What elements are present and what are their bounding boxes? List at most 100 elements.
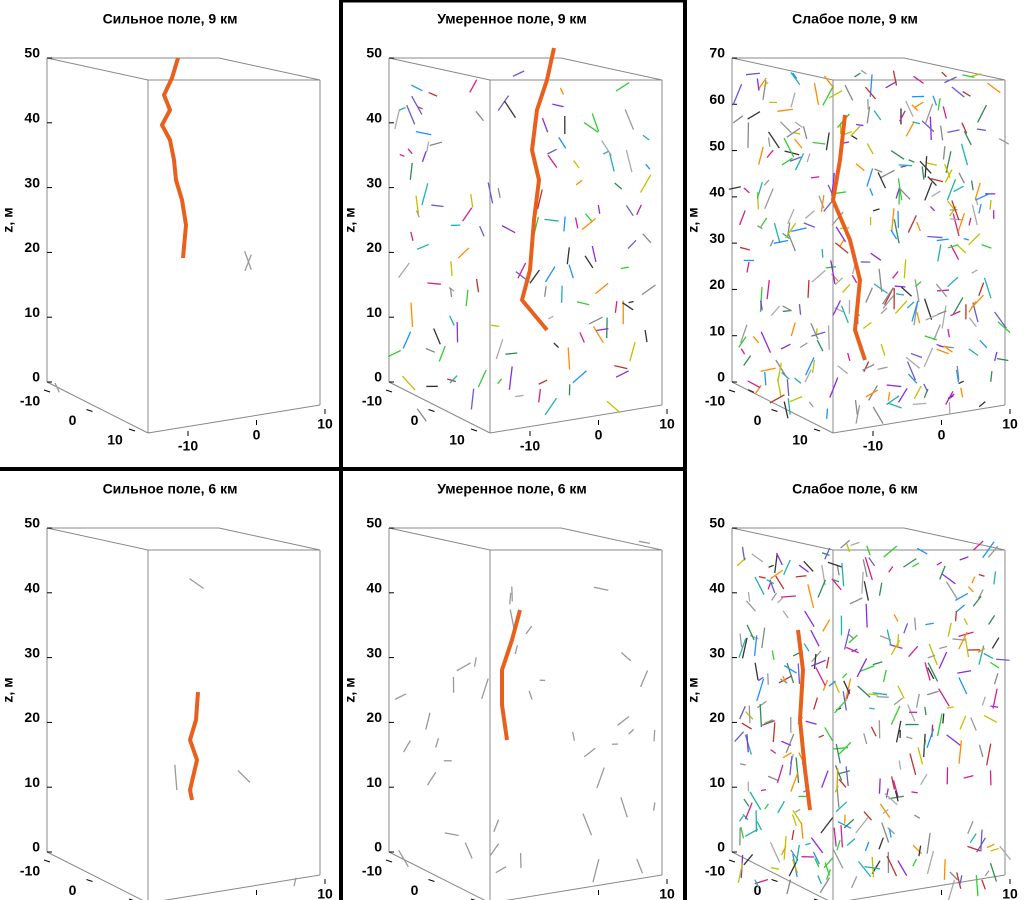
fracture-segment bbox=[817, 579, 826, 598]
fracture-segment bbox=[548, 315, 554, 320]
panels: Сильное поле, 9 км 0 10 20 30 40 50 z, м -10 0 10 -… bbox=[0, 11, 1018, 900]
box-edge bbox=[731, 57, 834, 81]
fracture-segment bbox=[990, 705, 999, 708]
fracture-segment bbox=[771, 592, 778, 601]
fracture-segment bbox=[850, 134, 858, 140]
z-axis-label: z, м bbox=[685, 677, 701, 702]
y-tick bbox=[470, 898, 476, 900]
fracture-segment bbox=[942, 713, 945, 724]
fracture-segment bbox=[949, 871, 959, 881]
main-fracture bbox=[796, 629, 812, 811]
y-tick-label: -10 bbox=[20, 393, 40, 409]
fracture-segment bbox=[953, 185, 964, 193]
fracture-segment bbox=[743, 355, 752, 366]
fracture-segment bbox=[872, 406, 884, 424]
fracture-segment bbox=[813, 653, 817, 670]
z-tick-label: 10 bbox=[709, 322, 725, 338]
fracture-segment bbox=[746, 733, 749, 753]
fracture-segment bbox=[923, 739, 927, 749]
fracture-segment bbox=[890, 150, 905, 160]
fracture-segment bbox=[585, 213, 593, 223]
fracture-segment bbox=[827, 561, 843, 568]
fracture-segment bbox=[825, 266, 837, 269]
fracture-segment bbox=[749, 791, 762, 811]
fracture-segment bbox=[916, 221, 921, 232]
fracture-segment bbox=[756, 821, 763, 831]
fracture-segment bbox=[823, 200, 833, 212]
fracture-segment bbox=[625, 149, 633, 173]
fracture-segment bbox=[879, 803, 891, 818]
z-axis-label: z, м bbox=[342, 207, 358, 232]
fracture-segment bbox=[777, 800, 785, 814]
fracture-segment bbox=[622, 302, 634, 311]
fracture-segment bbox=[938, 688, 950, 707]
fracture-segment bbox=[791, 859, 799, 874]
fracture-segment bbox=[568, 264, 574, 279]
box-edge bbox=[903, 527, 1006, 551]
fracture-segment bbox=[794, 138, 803, 149]
fracture-segment bbox=[642, 233, 652, 244]
fracture-segment bbox=[764, 188, 774, 210]
fracture-segment bbox=[894, 300, 908, 315]
fracture-segment bbox=[756, 191, 760, 210]
fracture-segment bbox=[833, 827, 837, 847]
fracture-segment bbox=[947, 393, 955, 400]
fracture-segment bbox=[804, 610, 815, 628]
fracture-segment bbox=[841, 562, 845, 587]
fracture-segment bbox=[881, 287, 894, 305]
fracture-segment bbox=[900, 286, 913, 297]
fracture-segment bbox=[933, 324, 941, 341]
fracture-segment bbox=[957, 244, 967, 254]
fracture-segment bbox=[938, 651, 948, 669]
box-edge bbox=[832, 404, 1006, 434]
fracture-segment bbox=[743, 798, 750, 807]
fracture-segment bbox=[410, 231, 414, 241]
fracture-segment bbox=[911, 791, 918, 794]
fracture-segment bbox=[848, 633, 854, 639]
fracture-segment bbox=[825, 656, 830, 669]
x-tick-label: 0 bbox=[938, 427, 946, 443]
fracture-segment bbox=[987, 82, 1001, 94]
fracture-segment bbox=[745, 600, 756, 612]
y-tick bbox=[813, 428, 821, 432]
x-tick-label: -10 bbox=[863, 438, 883, 454]
fracture-segment bbox=[624, 109, 635, 130]
fracture-segment bbox=[767, 581, 772, 590]
fracture-segment bbox=[837, 365, 849, 375]
fracture-segment bbox=[879, 635, 892, 641]
fracture-segment bbox=[435, 738, 440, 748]
z-tick-label: 40 bbox=[24, 110, 40, 126]
fracture-segment bbox=[845, 766, 849, 787]
fracture-segment bbox=[628, 728, 635, 735]
fracture-segment bbox=[781, 157, 793, 166]
fracture-segment bbox=[792, 72, 798, 79]
fracture-segment bbox=[927, 176, 937, 187]
fracture-segment bbox=[936, 343, 944, 348]
fracture-segment bbox=[744, 828, 759, 837]
fracture-segment bbox=[617, 715, 630, 726]
fracture-segment bbox=[394, 108, 401, 130]
fracture-segment bbox=[536, 189, 543, 210]
fracture-segment bbox=[790, 92, 796, 108]
fracture-segment bbox=[842, 673, 848, 679]
fracture-segment bbox=[918, 845, 922, 857]
fracture-segment bbox=[863, 811, 873, 821]
fracture-segment bbox=[906, 736, 913, 740]
fracture-segment bbox=[799, 342, 808, 348]
fracture-segment bbox=[620, 797, 628, 818]
fracture-segment bbox=[425, 712, 431, 730]
fracture-segment bbox=[54, 382, 60, 393]
fracture-segment bbox=[947, 622, 952, 637]
z-tick-label: 70 bbox=[709, 45, 725, 61]
fracture-segment bbox=[989, 199, 992, 210]
fracture-segment bbox=[821, 770, 829, 788]
fracture-segment bbox=[606, 400, 621, 414]
fracture-segment bbox=[806, 153, 811, 163]
fracture-segment bbox=[433, 328, 441, 345]
fracture-segment bbox=[614, 364, 628, 370]
fracture-segment bbox=[941, 305, 947, 329]
fracture-segment bbox=[908, 645, 919, 658]
fracture-segment bbox=[426, 141, 430, 153]
fracture-segment bbox=[898, 164, 913, 167]
y-tick-label: -10 bbox=[705, 863, 725, 879]
